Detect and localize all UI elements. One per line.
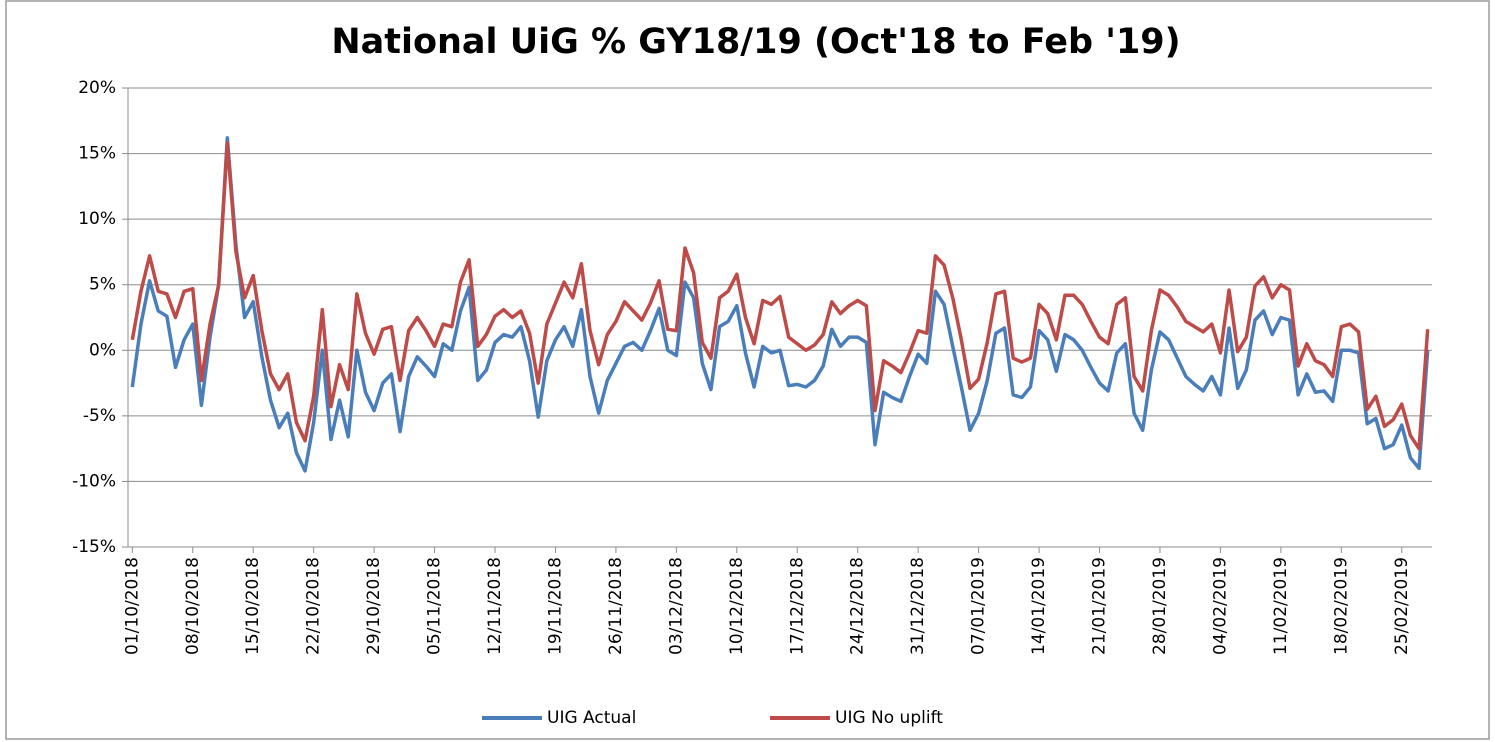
x-tick-label: 14/01/2019 (1029, 557, 1049, 655)
x-tick-label: 29/10/2018 (364, 557, 384, 655)
y-tick-label: -10% (72, 471, 116, 491)
x-tick-label: 19/11/2018 (545, 557, 565, 655)
chart-title: National UiG % GY18/19 (Oct'18 to Feb '1… (331, 22, 1180, 62)
x-tick-label: 04/02/2019 (1210, 557, 1230, 655)
x-tick-label: 24/12/2018 (848, 557, 868, 655)
legend-label: UIG No uplift (835, 708, 943, 728)
x-tick-label: 31/12/2018 (908, 557, 928, 655)
x-tick-label: 10/12/2018 (727, 557, 747, 655)
x-tick-label: 25/02/2019 (1392, 557, 1412, 655)
x-tick-label: 17/12/2018 (787, 557, 807, 655)
series-line (130, 141, 1430, 451)
x-tick-label: 22/10/2018 (304, 557, 324, 655)
y-tick-label: -5% (83, 406, 116, 426)
x-tick-label: 08/10/2018 (183, 557, 203, 655)
y-tick-label: 15% (78, 144, 116, 164)
y-tick-label: -15% (72, 537, 116, 557)
x-tick-label: 05/11/2018 (425, 557, 445, 655)
series-line (130, 136, 1430, 473)
x-tick-label: 21/01/2019 (1090, 557, 1110, 655)
x-tick-label: 07/01/2019 (969, 557, 989, 655)
x-tick-label: 12/11/2018 (485, 557, 505, 655)
x-tick-label: 15/10/2018 (243, 557, 263, 655)
legend-label: UIG Actual (547, 708, 636, 728)
y-tick-label: 20% (78, 78, 116, 98)
x-tick-label: 26/11/2018 (606, 557, 626, 655)
y-tick-label: 10% (78, 209, 116, 229)
chart-frame (5, 0, 1490, 740)
x-tick-label: 03/12/2018 (666, 557, 686, 655)
y-tick-label: 5% (89, 275, 116, 295)
y-tick-label: 0% (89, 340, 116, 360)
x-tick-label: 11/02/2019 (1271, 557, 1291, 655)
x-tick-label: 18/02/2019 (1331, 557, 1351, 655)
x-tick-label: 01/10/2018 (122, 557, 142, 655)
x-tick-label: 28/01/2019 (1150, 557, 1170, 655)
